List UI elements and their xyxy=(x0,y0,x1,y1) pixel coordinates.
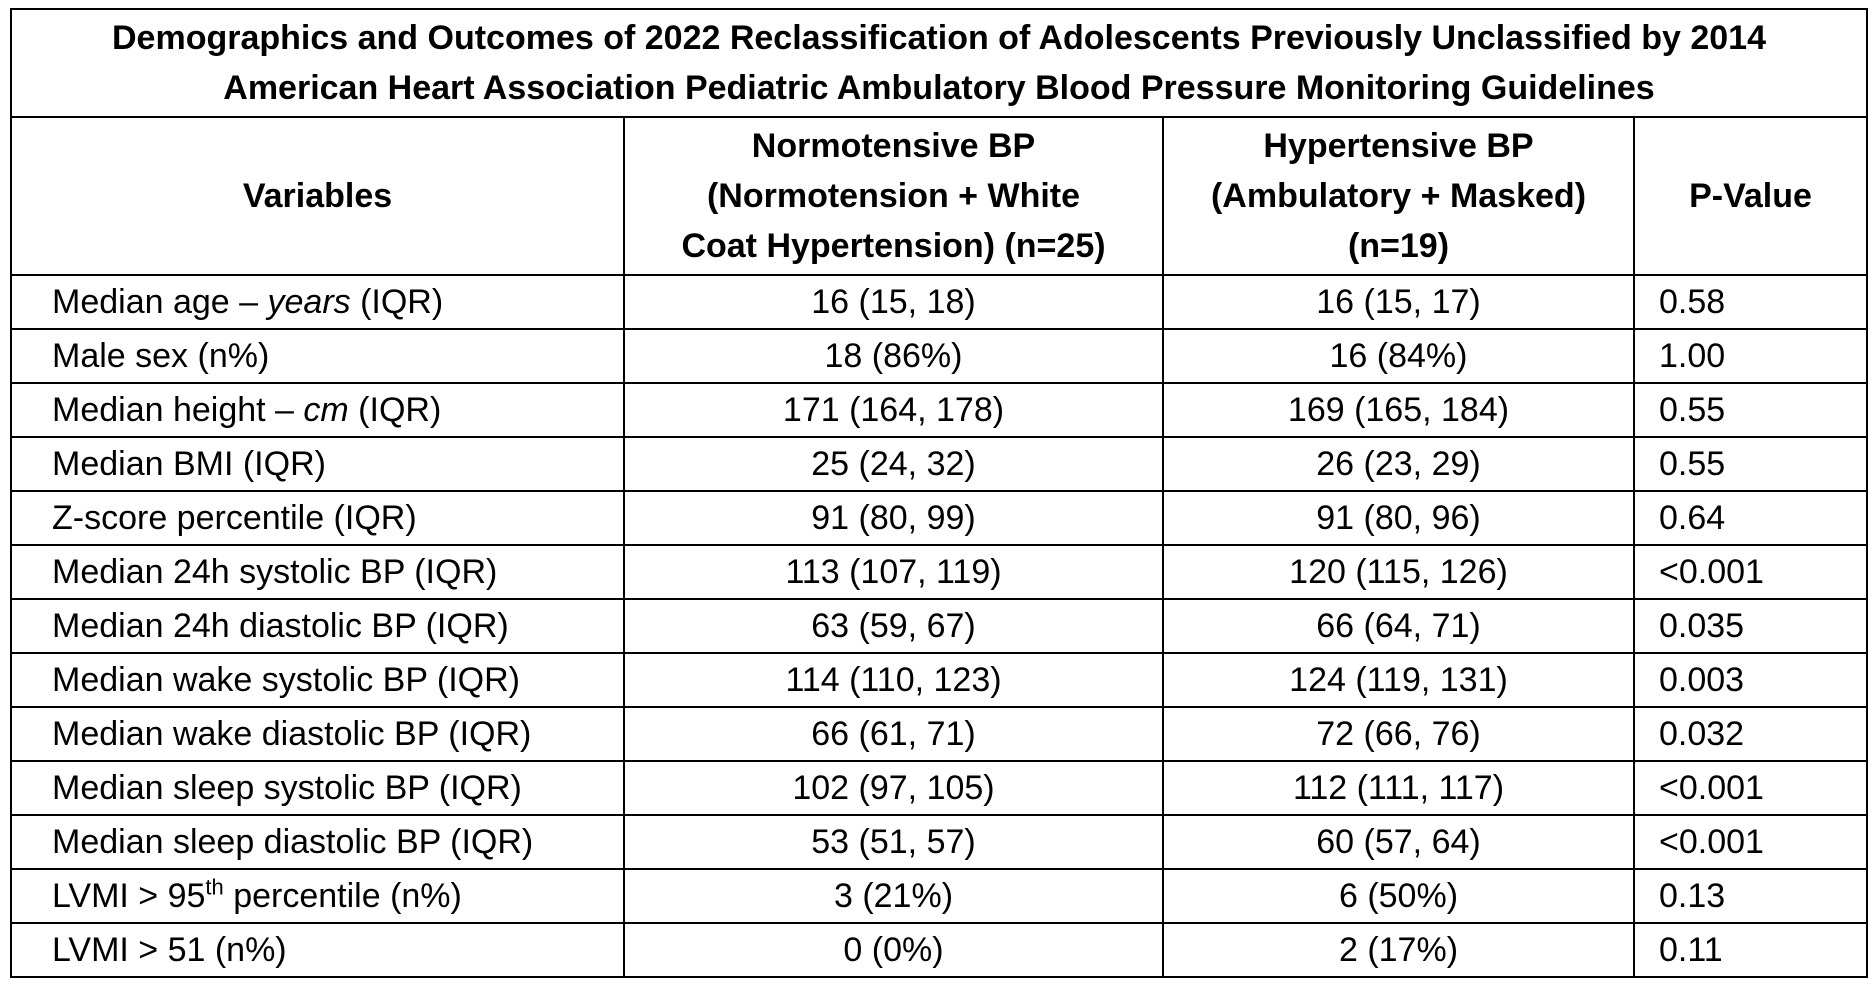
hypertensive-value: 124 (119, 131) xyxy=(1162,652,1635,708)
row-label: Median height – cm (IQR) xyxy=(10,382,625,438)
table-row: Z-score percentile (IQR) 91 (80, 99) 91 … xyxy=(10,490,1868,546)
normotensive-value: 63 (59, 67) xyxy=(623,598,1164,654)
row-label: Median sleep diastolic BP (IQR) xyxy=(10,814,625,870)
table-row: Median age – years (IQR) 16 (15, 18) 16 … xyxy=(10,274,1868,330)
row-label: Median 24h systolic BP (IQR) xyxy=(10,544,625,600)
header-variables: Variables xyxy=(10,116,625,276)
table-body: Median age – years (IQR) 16 (15, 18) 16 … xyxy=(10,274,1868,978)
hypertensive-value: 91 (80, 96) xyxy=(1162,490,1635,546)
table-row: Median BMI (IQR) 25 (24, 32) 26 (23, 29)… xyxy=(10,436,1868,492)
normotensive-value: 25 (24, 32) xyxy=(623,436,1164,492)
hypertensive-value: 60 (57, 64) xyxy=(1162,814,1635,870)
header-hypertensive: Hypertensive BP (Ambulatory + Masked) (n… xyxy=(1162,116,1635,276)
p-value: 0.13 xyxy=(1633,868,1868,924)
normotensive-value: 113 (107, 119) xyxy=(623,544,1164,600)
header-normotensive-line2: (Normotension + White xyxy=(706,177,1081,215)
table-row: Median 24h systolic BP (IQR) 113 (107, 1… xyxy=(10,544,1868,600)
table-row: Male sex (n%) 18 (86%) 16 (84%) 1.00 xyxy=(10,328,1868,384)
hypertensive-value: 16 (84%) xyxy=(1162,328,1635,384)
row-label: LVMI > 95th percentile (n%) xyxy=(10,868,625,924)
normotensive-value: 16 (15, 18) xyxy=(623,274,1164,330)
row-label: Median BMI (IQR) xyxy=(10,436,625,492)
normotensive-value: 66 (61, 71) xyxy=(623,706,1164,762)
hypertensive-value: 2 (17%) xyxy=(1162,922,1635,978)
normotensive-value: 171 (164, 178) xyxy=(623,382,1164,438)
normotensive-value: 114 (110, 123) xyxy=(623,652,1164,708)
hypertensive-value: 16 (15, 17) xyxy=(1162,274,1635,330)
p-value: 0.55 xyxy=(1633,436,1868,492)
hypertensive-value: 6 (50%) xyxy=(1162,868,1635,924)
table-row: Median sleep systolic BP (IQR) 102 (97, … xyxy=(10,760,1868,816)
p-value: <0.001 xyxy=(1633,760,1868,816)
normotensive-value: 102 (97, 105) xyxy=(623,760,1164,816)
row-label: Male sex (n%) xyxy=(10,328,625,384)
table-title-line2: American Heart Association Pediatric Amb… xyxy=(223,69,1655,107)
normotensive-value: 0 (0%) xyxy=(623,922,1164,978)
table-row: LVMI > 51 (n%) 0 (0%) 2 (17%) 0.11 xyxy=(10,922,1868,978)
normotensive-value: 3 (21%) xyxy=(623,868,1164,924)
hypertensive-value: 72 (66, 76) xyxy=(1162,706,1635,762)
row-label: Median 24h diastolic BP (IQR) xyxy=(10,598,625,654)
results-table: Demographics and Outcomes of 2022 Reclas… xyxy=(10,8,1868,978)
p-value: <0.001 xyxy=(1633,544,1868,600)
hypertensive-value: 169 (165, 184) xyxy=(1162,382,1635,438)
p-value: 1.00 xyxy=(1633,328,1868,384)
table-row: Median wake diastolic BP (IQR) 66 (61, 7… xyxy=(10,706,1868,762)
p-value: 0.55 xyxy=(1633,382,1868,438)
p-value: 0.032 xyxy=(1633,706,1868,762)
table-row: Median height – cm (IQR) 171 (164, 178) … xyxy=(10,382,1868,438)
row-label: Median sleep systolic BP (IQR) xyxy=(10,760,625,816)
table-title: Demographics and Outcomes of 2022 Reclas… xyxy=(10,8,1868,118)
row-label: Median age – years (IQR) xyxy=(10,274,625,330)
p-value: 0.003 xyxy=(1633,652,1868,708)
normotensive-value: 53 (51, 57) xyxy=(623,814,1164,870)
table-row: Median 24h diastolic BP (IQR) 63 (59, 67… xyxy=(10,598,1868,654)
table-row: LVMI > 95th percentile (n%) 3 (21%) 6 (5… xyxy=(10,868,1868,924)
p-value: <0.001 xyxy=(1633,814,1868,870)
p-value: 0.11 xyxy=(1633,922,1868,978)
row-label: Median wake systolic BP (IQR) xyxy=(10,652,625,708)
header-hypertensive-line2: (Ambulatory + Masked) xyxy=(1210,177,1587,215)
table-row: Median sleep diastolic BP (IQR) 53 (51, … xyxy=(10,814,1868,870)
p-value: 0.64 xyxy=(1633,490,1868,546)
header-hypertensive-line1: Hypertensive BP xyxy=(1263,127,1534,165)
header-normotensive-line3: Coat Hypertension) (n=25) xyxy=(681,227,1106,265)
table-title-line1: Demographics and Outcomes of 2022 Reclas… xyxy=(112,19,1766,57)
hypertensive-value: 120 (115, 126) xyxy=(1162,544,1635,600)
header-normotensive-line1: Normotensive BP xyxy=(751,127,1036,165)
hypertensive-value: 112 (111, 117) xyxy=(1162,760,1635,816)
p-value: 0.58 xyxy=(1633,274,1868,330)
p-value: 0.035 xyxy=(1633,598,1868,654)
header-pvalue: P-Value xyxy=(1633,116,1868,276)
hypertensive-value: 66 (64, 71) xyxy=(1162,598,1635,654)
normotensive-value: 91 (80, 99) xyxy=(623,490,1164,546)
header-normotensive: Normotensive BP (Normotension + White Co… xyxy=(623,116,1164,276)
row-label: Z-score percentile (IQR) xyxy=(10,490,625,546)
row-label: Median wake diastolic BP (IQR) xyxy=(10,706,625,762)
header-hypertensive-line3: (n=19) xyxy=(1347,227,1450,265)
table-row: Median wake systolic BP (IQR) 114 (110, … xyxy=(10,652,1868,708)
hypertensive-value: 26 (23, 29) xyxy=(1162,436,1635,492)
normotensive-value: 18 (86%) xyxy=(623,328,1164,384)
row-label: LVMI > 51 (n%) xyxy=(10,922,625,978)
results-table-container: Demographics and Outcomes of 2022 Reclas… xyxy=(10,8,1868,978)
